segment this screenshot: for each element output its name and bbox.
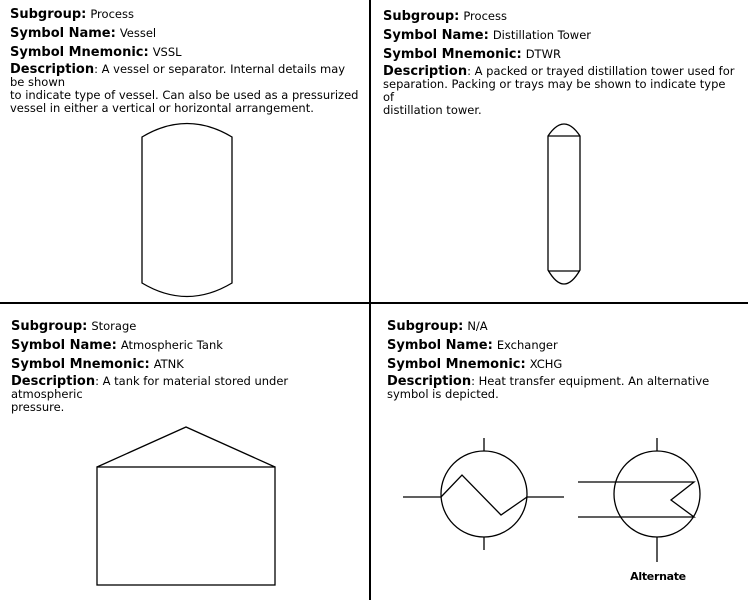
description: Description: Heat transfer equipment. An… [387, 375, 739, 401]
symbol-mnemonic-value: DTWR [525, 47, 561, 61]
symbol-mnemonic-label: Symbol Mnemonic: [11, 357, 150, 372]
symbol-name-value: Distillation Tower [492, 28, 591, 42]
description-line: A vessel or separator. Internal details … [10, 62, 346, 89]
description-line: A packed or trayed distillation tower us… [474, 64, 735, 78]
description-sep: : [471, 374, 475, 388]
subgroup-value: Process [463, 9, 507, 23]
cell-atmospheric-tank: Subgroup: Storage Symbol Name: Atmospher… [11, 317, 363, 414]
description-label: Description [11, 374, 96, 389]
symbol-name-row: Symbol Name: Exchanger [387, 336, 739, 355]
cell-distillation-tower: Subgroup: Process Symbol Name: Distillat… [383, 7, 735, 117]
horizontal-divider [0, 302, 748, 304]
description-sep: : [94, 62, 98, 76]
description-sep: : [95, 374, 99, 388]
symbol-mnemonic-value: VSSL [152, 45, 182, 59]
description-label: Description [10, 62, 95, 77]
symbol-name-row: Symbol Name: Vessel [10, 24, 362, 43]
cell-vessel: Subgroup: Process Symbol Name: Vessel Sy… [10, 5, 362, 115]
subgroup-row: Subgroup: Process [383, 7, 735, 26]
symbol-name-value: Vessel [119, 26, 157, 40]
description: Description: A packed or trayed distilla… [383, 65, 735, 117]
description: Description: A vessel or separator. Inte… [10, 63, 362, 115]
description-line: to indicate type of vessel. Can also be … [10, 88, 359, 102]
vertical-divider [369, 0, 371, 600]
alternate-label: Alternate [630, 570, 686, 583]
description-line: Heat transfer equipment. An alternative [478, 374, 710, 388]
symbol-name-label: Symbol Name: [10, 26, 116, 41]
atmospheric-tank-symbol [96, 426, 276, 586]
description-line: symbol is depicted. [387, 387, 499, 401]
exchanger-symbol [403, 438, 564, 550]
subgroup-row: Subgroup: Storage [11, 317, 363, 336]
cell-exchanger: Subgroup: N/A Symbol Name: Exchanger Sym… [387, 317, 739, 401]
symbol-name-row: Symbol Name: Distillation Tower [383, 26, 735, 45]
symbol-name-value: Exchanger [496, 338, 558, 352]
description-line: separation. Packing or trays may be show… [383, 77, 726, 104]
symbol-name-label: Symbol Name: [11, 338, 117, 353]
symbol-mnemonic-label: Symbol Mnemonic: [10, 45, 149, 60]
symbol-mnemonic-row: Symbol Mnemonic: DTWR [383, 45, 735, 64]
distillation-tower-symbol [547, 123, 581, 285]
symbol-mnemonic-row: Symbol Mnemonic: ATNK [11, 355, 363, 374]
subgroup-label: Subgroup: [383, 9, 460, 24]
symbol-mnemonic-value: ATNK [153, 357, 184, 371]
subgroup-row: Subgroup: N/A [387, 317, 739, 336]
description-line: A tank for material stored under atmosph… [11, 374, 289, 401]
description-line: vessel in either a vertical or horizonta… [10, 101, 314, 115]
symbol-mnemonic-value: XCHG [529, 357, 563, 371]
symbol-name-label: Symbol Name: [387, 338, 493, 353]
symbol-name-row: Symbol Name: Atmospheric Tank [11, 336, 363, 355]
subgroup-value: N/A [467, 319, 488, 333]
symbol-name-value: Atmospheric Tank [120, 338, 223, 352]
subgroup-value: Storage [91, 319, 137, 333]
symbol-mnemonic-label: Symbol Mnemonic: [383, 47, 522, 62]
description-label: Description [387, 374, 472, 389]
description: Description: A tank for material stored … [11, 375, 363, 414]
description-label: Description [383, 64, 468, 79]
subgroup-label: Subgroup: [387, 319, 464, 334]
description-line: pressure. [11, 400, 65, 414]
description-line: distillation tower. [383, 103, 482, 117]
subgroup-label: Subgroup: [11, 319, 88, 334]
subgroup-value: Process [90, 7, 134, 21]
exchanger-alternate-symbol [578, 438, 701, 562]
description-sep: : [467, 64, 471, 78]
subgroup-row: Subgroup: Process [10, 5, 362, 24]
symbol-mnemonic-label: Symbol Mnemonic: [387, 357, 526, 372]
vessel-symbol [141, 122, 233, 298]
symbol-name-label: Symbol Name: [383, 28, 489, 43]
symbol-mnemonic-row: Symbol Mnemonic: XCHG [387, 355, 739, 374]
symbol-mnemonic-row: Symbol Mnemonic: VSSL [10, 43, 362, 62]
subgroup-label: Subgroup: [10, 7, 87, 22]
